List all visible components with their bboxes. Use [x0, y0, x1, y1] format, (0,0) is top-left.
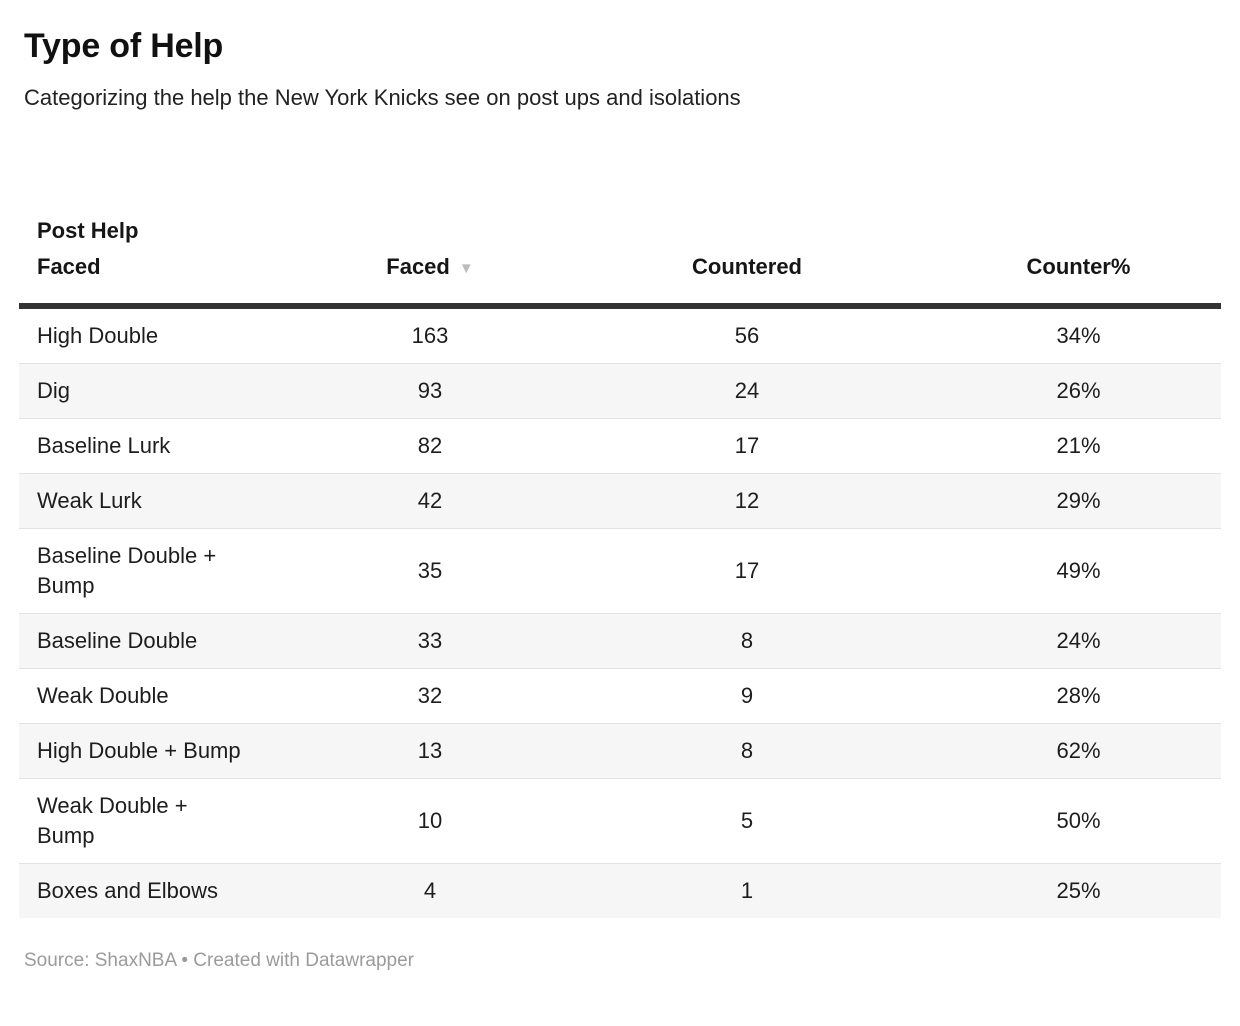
- faced-value-cell: 42: [302, 473, 558, 529]
- column-header-post-help-faced[interactable]: Post Help Faced: [19, 176, 302, 310]
- table-row: Weak Lurk 42 12 29%: [19, 473, 1221, 529]
- countered-value-cell: 1: [558, 863, 936, 919]
- row-label-cell: High Double: [37, 323, 159, 349]
- column-header-countered[interactable]: Countered: [558, 176, 936, 310]
- counter-pct-value-cell: 21%: [936, 418, 1221, 474]
- chart-subtitle: Categorizing the help the New York Knick…: [24, 84, 741, 110]
- table-row: Baseline Lurk 82 17 21%: [19, 418, 1221, 474]
- countered-value-cell: 8: [558, 613, 936, 669]
- table-row: Boxes and Elbows 4 1 25%: [19, 863, 1221, 919]
- countered-value-cell: 17: [558, 528, 936, 614]
- countered-value-cell: 56: [734, 323, 760, 349]
- sort-descending-icon: ▼: [458, 260, 474, 278]
- countered-value-cell: 17: [558, 418, 936, 474]
- counter-pct-value-cell: 25%: [936, 863, 1221, 919]
- counter-pct-value-cell: 24%: [936, 613, 1221, 669]
- faced-value-cell: 33: [302, 613, 558, 669]
- counter-pct-value-cell: 28%: [936, 668, 1221, 724]
- chart-title: Type of Help: [24, 27, 224, 65]
- faced-value-cell: 10: [302, 778, 558, 864]
- column-header-label: Post Help Faced: [37, 217, 139, 280]
- faced-value-cell: 35: [302, 528, 558, 614]
- counter-pct-value-cell: 50%: [936, 778, 1221, 864]
- countered-value-cell: 24: [558, 363, 936, 419]
- table-body: High Double 163 56 34% Dig 93 24 26% Bas…: [19, 306, 1221, 919]
- faced-value-cell: 13: [302, 723, 558, 779]
- counter-pct-value-cell: 26%: [936, 363, 1221, 419]
- faced-value-cell: 82: [302, 418, 558, 474]
- row-label-cell: Baseline Lurk: [19, 418, 302, 474]
- counter-pct-value-cell: 29%: [936, 473, 1221, 529]
- countered-value-cell: 12: [558, 473, 936, 529]
- faced-value-cell: 32: [302, 668, 558, 724]
- row-label-cell: Weak Double: [19, 668, 302, 724]
- counter-pct-value-cell: 49%: [936, 528, 1221, 614]
- column-header-label: Counter%: [1026, 254, 1131, 280]
- table-row: Weak Double + Bump 10 5 50%: [19, 778, 1221, 864]
- countered-value-cell: 5: [558, 778, 936, 864]
- table-row: Baseline Double + Bump 35 17 49%: [19, 528, 1221, 614]
- row-label-cell: Baseline Double: [19, 613, 302, 669]
- table-row: Weak Double 32 9 28%: [19, 668, 1221, 724]
- row-label-cell: Baseline Double + Bump: [19, 528, 302, 614]
- table-row: Baseline Double 33 8 24%: [19, 613, 1221, 669]
- faced-value-cell: 163: [411, 323, 449, 349]
- countered-value-cell: 9: [558, 668, 936, 724]
- faced-value-cell: 4: [302, 863, 558, 919]
- row-label-cell: Dig: [19, 363, 302, 419]
- counter-pct-value-cell: 34%: [1056, 323, 1101, 349]
- row-label-cell: Boxes and Elbows: [19, 863, 302, 919]
- faced-value-cell: 93: [302, 363, 558, 419]
- column-header-label: Faced: [386, 254, 450, 280]
- source-attribution: Source: ShaxNBA • Created with Datawrapp…: [24, 950, 415, 972]
- row-label-cell: Weak Double + Bump: [19, 778, 302, 864]
- table-row: Dig 93 24 26%: [19, 363, 1221, 419]
- column-header-counter-pct[interactable]: Counter%: [936, 176, 1221, 310]
- countered-value-cell: 8: [558, 723, 936, 779]
- column-header-faced[interactable]: Faced ▼: [302, 176, 558, 310]
- row-label-cell: Weak Lurk: [19, 473, 302, 529]
- table-row: High Double 163 56 34%: [19, 306, 1221, 364]
- counter-pct-value-cell: 62%: [936, 723, 1221, 779]
- header-row: Post Help Faced Faced ▼ Countered Counter…: [19, 176, 1221, 310]
- data-table: Post Help Faced Faced ▼ Countered Counter…: [19, 176, 1221, 919]
- table-row: High Double + Bump 13 8 62%: [19, 723, 1221, 779]
- column-header-label: Countered: [692, 254, 802, 280]
- row-label-cell: High Double + Bump: [19, 723, 302, 779]
